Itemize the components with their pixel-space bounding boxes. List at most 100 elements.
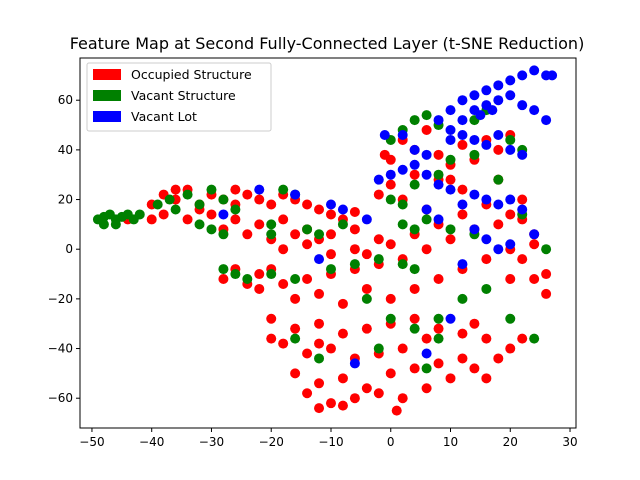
data-point [170,184,181,195]
data-point [409,224,420,235]
data-point [218,209,229,220]
x-tick-label: 0 [387,435,395,449]
data-point [547,70,558,81]
data-point [385,179,396,190]
data-point [529,105,540,116]
data-point [457,129,468,140]
data-point [254,269,265,280]
data-point [457,115,468,126]
x-tick-label: 30 [562,435,577,449]
y-axis: −60 −40 −20 0 20 40 60 [48,93,80,405]
data-point [409,283,420,294]
data-point [469,189,480,200]
data-point [517,254,528,265]
data-point [493,95,504,106]
data-point [445,224,456,235]
data-point [529,229,540,240]
data-point [493,129,504,140]
data-point [337,373,348,384]
data-point [254,283,265,294]
data-point [445,134,456,145]
x-tick-label: −50 [79,435,104,449]
data-point [266,229,277,240]
data-point [445,313,456,324]
data-point [266,313,277,324]
data-point [517,333,528,344]
data-point [170,204,181,215]
data-point [505,134,516,145]
legend-box [86,62,272,132]
data-point [385,368,396,379]
data-point [433,274,444,285]
series-1 [92,105,552,374]
data-point [469,318,480,329]
data-point [290,368,301,379]
data-point [445,105,456,116]
data-point [517,100,528,111]
data-point [361,293,372,304]
legend-label: Vacant Structure [131,88,236,103]
data-point [337,298,348,309]
data-point [529,333,540,344]
x-tick-label: −40 [139,435,164,449]
data-point [397,129,408,140]
data-point [397,219,408,230]
data-point [314,403,325,414]
data-point [469,134,480,145]
data-point [98,219,109,230]
data-point [505,194,516,205]
data-point [457,209,468,220]
data-point [206,224,217,235]
data-point [230,184,241,195]
data-point [373,254,384,265]
data-point [314,204,325,215]
y-tick-label: 60 [58,93,73,107]
data-point [361,283,372,294]
data-point [361,383,372,394]
y-tick-label: −60 [48,391,73,405]
data-point [505,90,516,101]
y-tick-label: 20 [58,193,73,207]
data-point [505,274,516,285]
data-point [325,249,336,260]
data-point [385,239,396,250]
data-point [254,184,265,195]
data-point [457,95,468,106]
data-point [266,269,277,280]
data-point [433,323,444,334]
data-point [164,194,175,205]
data-point [325,343,336,354]
data-point [493,199,504,210]
data-point [457,259,468,270]
data-point [278,244,289,255]
legend-label: Vacant Lot [131,109,197,124]
data-point [505,209,516,220]
data-point [493,353,504,364]
data-point [314,288,325,299]
data-point [278,338,289,349]
data-point [421,214,432,225]
data-point [409,159,420,170]
data-point [314,229,325,240]
data-point [158,209,169,220]
data-point [385,293,396,304]
y-tick-label: −20 [48,292,73,306]
data-point [445,373,456,384]
data-point [457,184,468,195]
data-point [302,199,313,210]
data-point [230,204,241,215]
data-point [385,313,396,324]
data-point [278,278,289,289]
data-point [194,199,205,210]
y-tick-label: −40 [48,342,73,356]
data-point [337,219,348,230]
data-point [397,393,408,404]
data-point [325,398,336,409]
data-point [421,149,432,160]
data-point [325,264,336,275]
data-point [433,313,444,324]
data-point [541,288,552,299]
data-point [397,199,408,210]
data-point [469,149,480,160]
data-point [529,239,540,250]
